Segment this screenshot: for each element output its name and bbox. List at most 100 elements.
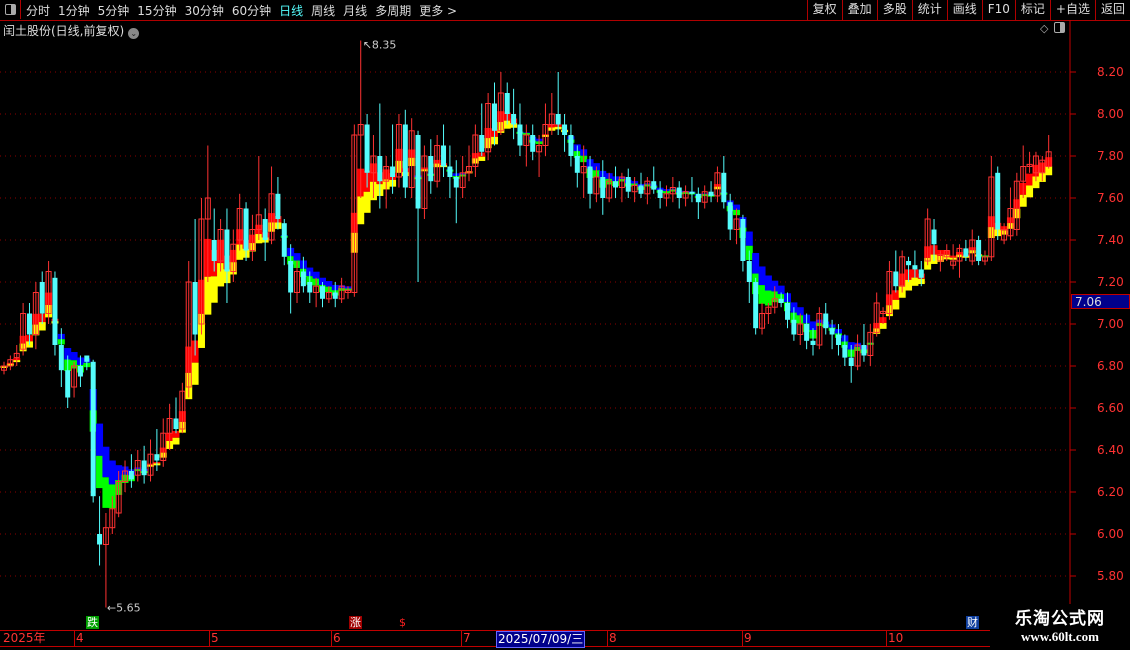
ribbon-fall-slow bbox=[764, 290, 772, 306]
tab-period[interactable]: 1分钟 bbox=[58, 4, 90, 18]
candle-down bbox=[447, 166, 453, 177]
candle-down bbox=[976, 240, 982, 261]
month-label: 10 bbox=[886, 631, 904, 646]
candle-up bbox=[606, 180, 613, 199]
marker-rise[interactable]: 涨 bbox=[349, 616, 362, 629]
ribbon-fall-fast bbox=[70, 352, 78, 361]
candle-up bbox=[867, 331, 874, 356]
candle-down bbox=[84, 355, 90, 362]
low-price-label: ←5.65 bbox=[107, 602, 141, 615]
candle-down bbox=[861, 345, 867, 356]
candle-up bbox=[733, 218, 740, 230]
watermark-name: 乐淘公式网 bbox=[1015, 609, 1105, 629]
candle-up bbox=[969, 239, 976, 262]
candle-up bbox=[631, 184, 638, 193]
candle-down bbox=[689, 191, 695, 194]
candle-down bbox=[708, 191, 714, 196]
candle-down bbox=[402, 124, 408, 188]
candle-up bbox=[338, 285, 345, 300]
stock-title: 闰土股份(日线,前复权) bbox=[3, 24, 125, 38]
candle-up bbox=[20, 313, 27, 350]
candle-down bbox=[587, 166, 593, 194]
ribbon-fall-fast bbox=[758, 266, 766, 286]
toolbar-button[interactable]: 复权 bbox=[806, 0, 842, 20]
panel-icon[interactable] bbox=[1054, 22, 1066, 33]
candlestick-chart[interactable]: 8.20 8.00 7.80 7.60 7.40 7.20 7.00 6.80 6.60 6.40… bbox=[0, 0, 1130, 630]
candle-up bbox=[497, 92, 504, 132]
tab-period[interactable]: 5分钟 bbox=[97, 4, 130, 18]
candle-up bbox=[950, 260, 957, 266]
ribbon-fall-fast bbox=[312, 271, 320, 279]
tab-period[interactable]: 15分钟 bbox=[137, 4, 177, 18]
toolbar-button[interactable]: 画线 bbox=[946, 0, 982, 20]
candle-down bbox=[753, 282, 759, 329]
ribbon-rise-slow bbox=[357, 196, 365, 225]
toolbar-button[interactable]: +自选 bbox=[1049, 0, 1095, 20]
candle-up bbox=[32, 292, 39, 335]
candle-up bbox=[122, 470, 129, 482]
chevron-down-icon[interactable]: ⌄ bbox=[128, 28, 140, 39]
current-price-label: 7.06 bbox=[1071, 294, 1130, 309]
tab-period[interactable]: 周线 bbox=[311, 4, 336, 18]
candle-up bbox=[421, 155, 428, 209]
candle-up bbox=[669, 187, 676, 195]
tab-period[interactable]: 日线 bbox=[279, 4, 304, 18]
candle-up bbox=[663, 193, 670, 199]
marker-fall[interactable]: 跌 bbox=[86, 616, 99, 629]
tab-period[interactable]: 60分钟 bbox=[231, 4, 272, 18]
candle-up bbox=[542, 124, 549, 146]
candle-down bbox=[785, 303, 791, 320]
candle-down bbox=[428, 156, 434, 182]
candle-down bbox=[192, 282, 198, 335]
candle-up bbox=[1001, 229, 1008, 241]
ribbon-rise-slow bbox=[1026, 185, 1034, 198]
tab-period[interactable]: 30分钟 bbox=[184, 4, 224, 18]
candle-up bbox=[13, 352, 20, 359]
candle-down bbox=[848, 357, 854, 366]
tab-period[interactable]: 更多 > bbox=[419, 4, 458, 18]
panel-icon bbox=[5, 4, 16, 15]
toolbar-button[interactable]: 统计 bbox=[911, 0, 947, 20]
top-toolbar: 分时 1分钟 5分钟 15分钟 30分钟 60分钟 日线 周线 月线 多周期 更多 > 复权 叠加 多股… bbox=[0, 0, 1130, 21]
month-label: 8 bbox=[607, 631, 617, 646]
candle-up bbox=[198, 218, 205, 325]
candle-down bbox=[676, 187, 682, 198]
tab-period[interactable]: 月线 bbox=[343, 4, 368, 18]
tab-period[interactable]: 多周期 bbox=[375, 4, 412, 18]
toolbar-button[interactable]: 标记 bbox=[1014, 0, 1050, 20]
candle-up bbox=[370, 155, 377, 174]
candle-down bbox=[995, 172, 1001, 230]
toolbar-button[interactable]: 多股 bbox=[876, 0, 912, 20]
tab-period[interactable]: 分时 bbox=[26, 4, 51, 18]
watermark-url: www.60lt.com bbox=[1021, 629, 1099, 644]
candle-up bbox=[956, 247, 963, 262]
month-label: 6 bbox=[331, 631, 341, 646]
toolbar-button[interactable]: 叠加 bbox=[841, 0, 877, 20]
candle-up bbox=[236, 208, 243, 241]
ribbon-fall-fast bbox=[64, 348, 72, 360]
candle-down bbox=[154, 454, 160, 461]
candle-down bbox=[281, 223, 287, 257]
candle-down bbox=[657, 189, 663, 198]
panel-toggle-button[interactable] bbox=[0, 0, 21, 19]
toolbar-button[interactable]: 返回 bbox=[1094, 0, 1130, 20]
marker-finance[interactable]: 财 bbox=[966, 616, 979, 629]
candle-up bbox=[325, 292, 332, 300]
y-tick-label: 7.40 bbox=[1097, 233, 1124, 247]
candle-down bbox=[568, 135, 574, 156]
diamond-icon[interactable]: ◇ bbox=[1040, 22, 1049, 35]
candle-up bbox=[255, 214, 262, 231]
ribbon-rise-slow bbox=[478, 156, 486, 161]
candle-up bbox=[313, 285, 320, 294]
candle-down bbox=[453, 177, 459, 188]
candle-down bbox=[52, 277, 58, 345]
toolbar-buttons: 复权 叠加 多股 统计 画线 F10 标记 +自选 返回 bbox=[806, 0, 1130, 20]
candle-up bbox=[7, 359, 14, 367]
candle-up bbox=[759, 313, 766, 329]
candle-down bbox=[26, 313, 32, 335]
toolbar-button[interactable]: F10 bbox=[981, 0, 1015, 20]
ribbon-rise-slow bbox=[363, 191, 371, 213]
marker-dollar[interactable]: $ bbox=[399, 616, 406, 629]
candle-down bbox=[638, 185, 644, 194]
ribbon-rise-slow bbox=[1045, 166, 1053, 176]
